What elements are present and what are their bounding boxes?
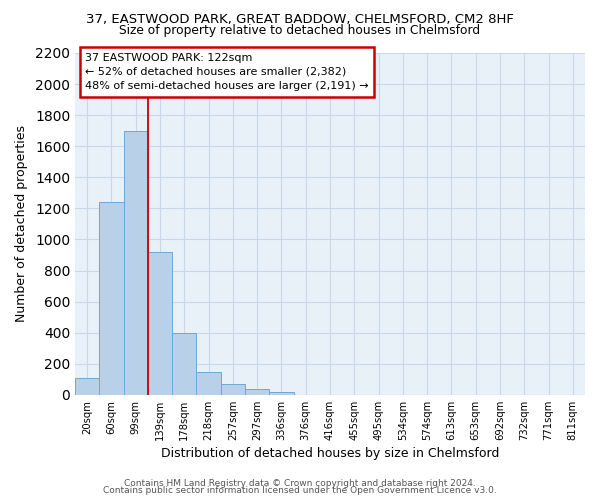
- Bar: [172, 332, 196, 395]
- Y-axis label: Number of detached properties: Number of detached properties: [15, 126, 28, 322]
- Text: Contains HM Land Registry data © Crown copyright and database right 2024.: Contains HM Land Registry data © Crown c…: [124, 478, 476, 488]
- Bar: [100, 202, 124, 395]
- Bar: [124, 130, 148, 395]
- Text: 37, EASTWOOD PARK, GREAT BADDOW, CHELMSFORD, CM2 8HF: 37, EASTWOOD PARK, GREAT BADDOW, CHELMSF…: [86, 12, 514, 26]
- Text: Contains public sector information licensed under the Open Government Licence v3: Contains public sector information licen…: [103, 486, 497, 495]
- Bar: [75, 378, 100, 395]
- Bar: [196, 372, 221, 395]
- Bar: [221, 384, 245, 395]
- Text: Size of property relative to detached houses in Chelmsford: Size of property relative to detached ho…: [119, 24, 481, 37]
- Bar: [269, 392, 293, 395]
- Bar: [245, 390, 269, 395]
- Bar: [148, 252, 172, 395]
- X-axis label: Distribution of detached houses by size in Chelmsford: Distribution of detached houses by size …: [161, 447, 499, 460]
- Text: 37 EASTWOOD PARK: 122sqm
← 52% of detached houses are smaller (2,382)
48% of sem: 37 EASTWOOD PARK: 122sqm ← 52% of detach…: [85, 53, 369, 91]
